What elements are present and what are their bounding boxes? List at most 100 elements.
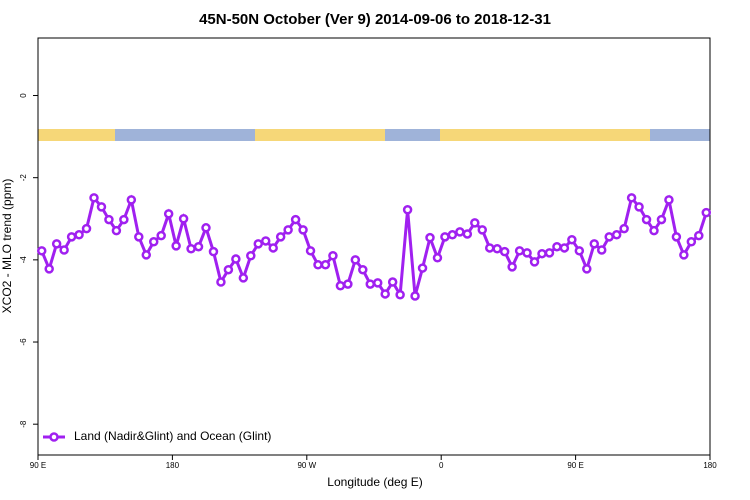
data-point [208,246,219,257]
data-point [574,246,585,256]
data-point [223,264,234,275]
data-point [529,257,540,267]
data-point [350,255,361,265]
legend-label: Land (Nadir&Glint) and Ocean (Glint) [74,429,271,443]
data-point [537,248,547,259]
data-point [507,262,517,272]
y-tick-label: -6 [19,338,28,346]
data-point [343,279,353,289]
data-point [589,239,600,249]
data-point [567,234,577,245]
data-point [238,273,249,283]
data-point [514,246,525,256]
data-point [305,246,316,256]
data-point [104,214,114,225]
data-point [201,223,211,233]
data-point [358,264,368,275]
land-strip [255,129,385,141]
data-point [641,214,652,225]
map-strip [38,129,710,141]
data-point [425,232,435,243]
x-tick-label: 90 E [567,461,583,470]
data-point [611,230,622,240]
chart-title: 45N-50N October (Ver 9) 2014-09-06 to 20… [199,11,551,28]
y-tick-label: -8 [19,420,28,428]
x-tick-label: 180 [703,461,717,470]
data-point [298,225,308,235]
data-point [470,218,480,228]
x-tick-label: 90 W [297,461,316,470]
data-point [634,202,644,212]
data-point [111,225,122,236]
y-tick-label: -4 [19,256,28,264]
data-point [604,232,614,242]
data-point [440,232,450,242]
data-point [522,248,532,258]
data-point [380,289,390,299]
data-point [552,241,562,252]
data-point [484,243,495,253]
data-point [387,277,398,287]
data-point [596,245,607,255]
data-point [372,278,383,288]
data-point [156,230,166,241]
data-point [186,244,196,254]
data-point [499,246,510,257]
data-point [134,232,144,242]
x-tick-label: 180 [166,461,180,470]
data-point [148,237,159,247]
data-point [119,214,129,225]
data-point [686,237,697,247]
data-point [193,241,204,252]
data-point [477,225,488,235]
data-point [582,264,592,274]
land-strip [38,129,115,141]
data-point [268,243,278,253]
legend-marker [49,432,59,442]
data-point [328,250,338,261]
data-point [447,230,458,240]
land-strip [440,129,650,141]
data-point [626,193,637,203]
data-point [141,250,152,260]
x-tick-label: 90 E [30,461,46,470]
plot-frame [37,37,711,456]
data-point [417,263,428,273]
data-point [163,209,174,219]
y-axis-label: XCO2 - MLO trend (ppm) [0,179,14,314]
data-point [89,193,99,203]
data-point [701,207,712,218]
data-point [335,280,346,291]
data-point [410,291,420,301]
y-tick-label: 0 [19,93,28,98]
data-point [402,204,413,215]
x-tick-label: 0 [439,461,444,470]
data-point [216,277,226,287]
data-point [126,195,137,205]
data-point [171,241,181,251]
data-point [246,250,256,261]
data-point [679,250,689,260]
x-axis-label: Longitude (deg E) [327,475,422,489]
data-point [455,227,465,237]
data-point [664,195,674,205]
data-point [231,254,241,264]
data-point [44,264,54,274]
data-point [290,214,301,225]
data-point [66,232,77,242]
data-point [619,223,629,234]
data-point [51,239,62,249]
data-point [395,290,405,300]
data-point [178,214,189,224]
data-point [253,239,264,249]
data-point [544,248,555,258]
data-point [432,253,443,263]
data-point [81,223,92,234]
data-point [275,232,286,242]
data-point [96,202,107,212]
data-point [671,232,682,242]
data-point [36,246,47,256]
data-point [320,260,331,270]
